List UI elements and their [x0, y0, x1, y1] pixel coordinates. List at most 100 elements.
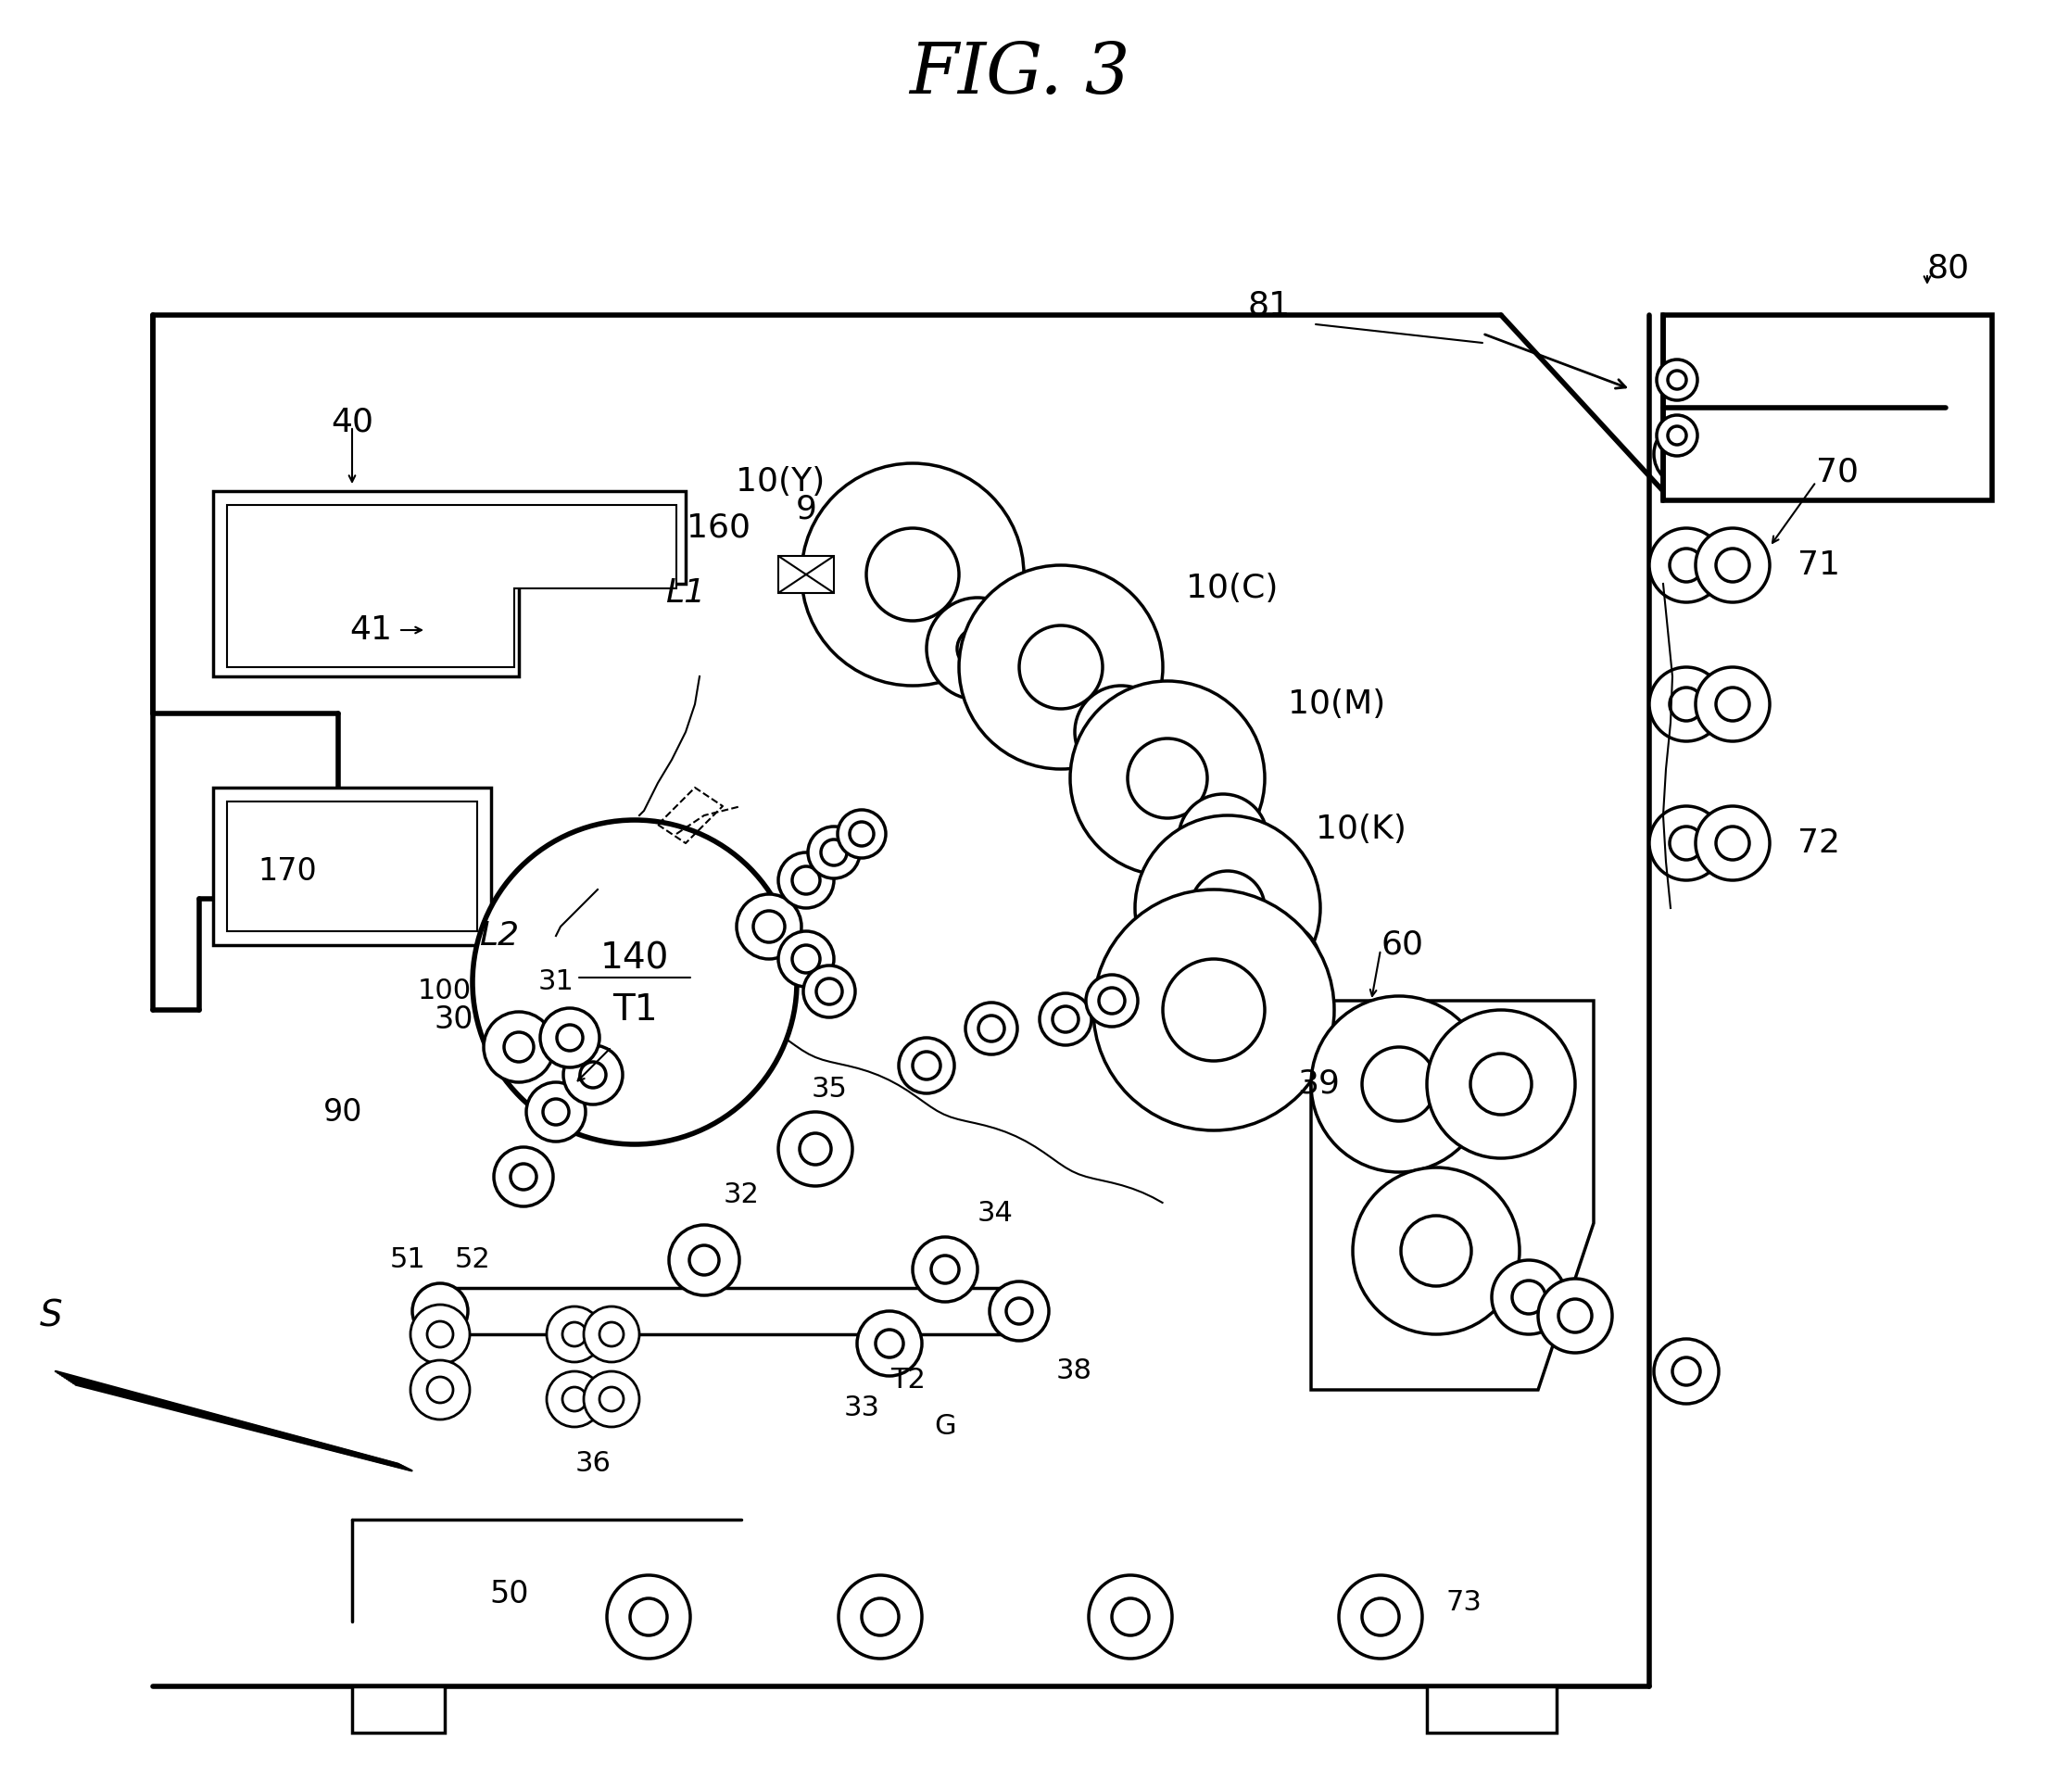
Text: 10(Y): 10(Y)	[736, 466, 824, 498]
Circle shape	[866, 529, 958, 620]
Text: T2: T2	[890, 1367, 925, 1394]
Text: 32: 32	[724, 1183, 759, 1210]
Circle shape	[510, 1163, 537, 1190]
Circle shape	[600, 1387, 623, 1410]
Text: 40: 40	[331, 405, 374, 437]
Circle shape	[1717, 826, 1750, 860]
Circle shape	[931, 1256, 958, 1283]
Circle shape	[1094, 889, 1334, 1131]
Circle shape	[966, 1002, 1018, 1054]
Circle shape	[1338, 1575, 1423, 1659]
Circle shape	[1649, 529, 1723, 602]
Circle shape	[1719, 441, 1746, 468]
Circle shape	[1696, 806, 1770, 880]
Circle shape	[779, 932, 835, 987]
Text: 90: 90	[323, 1097, 362, 1127]
Circle shape	[584, 1371, 639, 1426]
Text: 34: 34	[977, 1201, 1014, 1228]
Circle shape	[989, 1281, 1049, 1340]
Text: 10(M): 10(M)	[1287, 688, 1386, 720]
Circle shape	[473, 821, 798, 1145]
Circle shape	[1669, 548, 1702, 582]
Text: T1: T1	[613, 993, 658, 1027]
Circle shape	[1649, 806, 1723, 880]
Circle shape	[802, 464, 1024, 686]
Polygon shape	[779, 556, 835, 593]
Circle shape	[629, 1598, 666, 1636]
Text: 71: 71	[1797, 550, 1840, 581]
Circle shape	[1669, 826, 1702, 860]
Circle shape	[493, 1147, 553, 1206]
Circle shape	[411, 1305, 469, 1364]
Circle shape	[526, 1082, 586, 1142]
Circle shape	[557, 1025, 582, 1050]
Circle shape	[1667, 426, 1686, 444]
Circle shape	[600, 1322, 623, 1346]
Polygon shape	[226, 505, 676, 667]
Circle shape	[689, 1245, 720, 1274]
Circle shape	[1653, 421, 1719, 486]
Circle shape	[1696, 529, 1770, 602]
Circle shape	[927, 599, 1028, 699]
Text: 10(K): 10(K)	[1316, 814, 1406, 846]
Text: 35: 35	[812, 1075, 847, 1102]
Circle shape	[428, 1376, 452, 1403]
Circle shape	[1649, 667, 1723, 742]
Circle shape	[1178, 794, 1266, 883]
Circle shape	[607, 1575, 691, 1659]
Text: 51: 51	[391, 1247, 426, 1274]
Text: 38: 38	[1057, 1358, 1092, 1385]
Polygon shape	[226, 801, 477, 932]
Circle shape	[1071, 681, 1264, 876]
Circle shape	[752, 910, 785, 943]
Text: 33: 33	[843, 1394, 880, 1421]
Text: 50: 50	[489, 1579, 528, 1609]
Circle shape	[1312, 996, 1486, 1172]
Circle shape	[800, 1133, 831, 1165]
Circle shape	[1538, 1279, 1612, 1353]
Circle shape	[1511, 1281, 1546, 1314]
Circle shape	[1361, 1598, 1398, 1636]
Circle shape	[779, 1111, 853, 1186]
Polygon shape	[1663, 315, 1992, 500]
Circle shape	[1400, 1215, 1472, 1287]
Text: 80: 80	[1926, 253, 1970, 285]
Circle shape	[876, 1330, 903, 1357]
Circle shape	[504, 1032, 535, 1063]
Circle shape	[779, 853, 835, 909]
Circle shape	[1127, 738, 1207, 819]
Circle shape	[1717, 688, 1750, 720]
Circle shape	[547, 1371, 602, 1426]
Circle shape	[808, 826, 859, 878]
Circle shape	[1427, 1011, 1575, 1158]
Polygon shape	[352, 1686, 444, 1733]
Text: 70: 70	[1815, 457, 1859, 487]
Circle shape	[849, 823, 874, 846]
Text: 100: 100	[417, 978, 471, 1005]
Circle shape	[1672, 1357, 1700, 1385]
Circle shape	[1205, 821, 1240, 857]
Circle shape	[898, 1038, 954, 1093]
Circle shape	[913, 1236, 977, 1301]
Circle shape	[1657, 416, 1698, 455]
Text: 31: 31	[539, 969, 574, 996]
Circle shape	[1086, 975, 1137, 1027]
Text: 170: 170	[257, 857, 317, 887]
Text: 9: 9	[796, 495, 816, 525]
Text: 41: 41	[350, 615, 393, 645]
Text: L1: L1	[666, 577, 705, 609]
Text: 36: 36	[576, 1450, 611, 1477]
Circle shape	[1164, 959, 1264, 1061]
Circle shape	[839, 1575, 921, 1659]
Circle shape	[820, 839, 847, 866]
Circle shape	[1361, 1047, 1437, 1122]
Text: 72: 72	[1797, 828, 1840, 858]
Circle shape	[584, 1306, 639, 1362]
Text: S: S	[39, 1297, 62, 1333]
Circle shape	[1005, 1297, 1032, 1324]
Circle shape	[1667, 371, 1686, 389]
Circle shape	[547, 1306, 602, 1362]
Circle shape	[483, 1012, 553, 1082]
Polygon shape	[1427, 1686, 1556, 1733]
Polygon shape	[214, 491, 685, 676]
